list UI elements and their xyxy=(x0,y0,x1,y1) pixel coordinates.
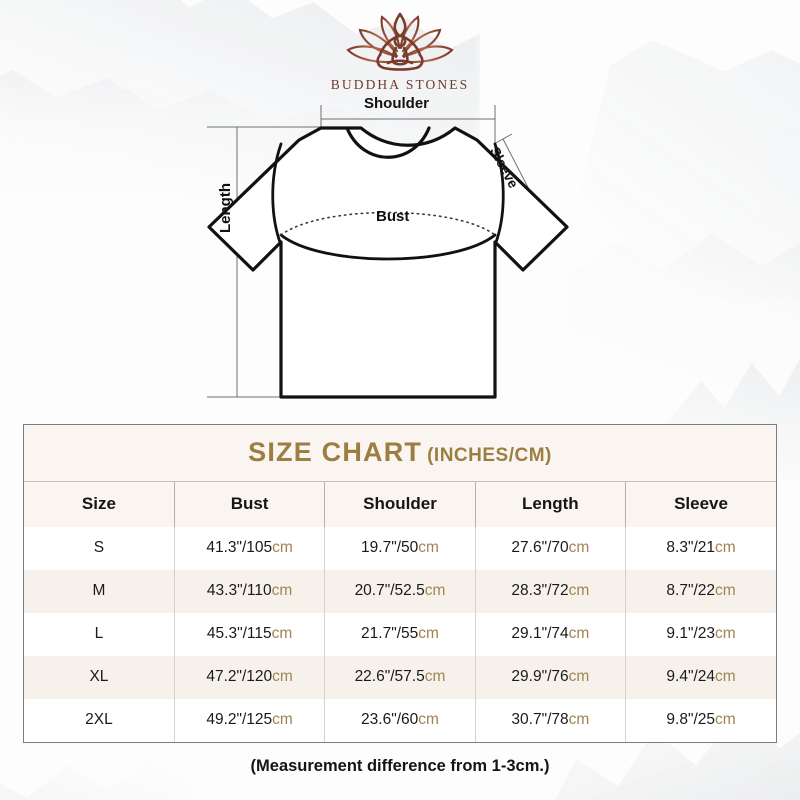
unit-label: cm xyxy=(715,582,736,599)
cell-shoulder: 21.7"/55cm xyxy=(324,613,476,656)
unit-label: cm xyxy=(568,582,590,599)
cell-shoulder: 20.7"/52.5cm xyxy=(324,570,476,613)
diagram-label-bust: Bust xyxy=(376,208,410,225)
table-title: SIZE CHART xyxy=(248,437,423,467)
cell-bust: 47.2"/120cm xyxy=(174,656,326,699)
cell-size: S xyxy=(24,527,175,570)
cell-bust: 49.2"/125cm xyxy=(174,699,326,742)
cell-bust: 43.3"/110cm xyxy=(174,570,326,613)
unit-label: cm xyxy=(715,625,736,642)
table-title-row: SIZE CHART (INCHES/CM) xyxy=(24,425,776,482)
table-row: XL 47.2"/120cm 22.6"/57.5cm 29.9"/76cm 9… xyxy=(24,656,776,699)
unit-label: cm xyxy=(418,711,439,728)
cell-size: M xyxy=(24,570,175,613)
unit-label: cm xyxy=(418,539,439,556)
unit-label: cm xyxy=(568,668,590,685)
table-title-band: SIZE CHART (INCHES/CM) xyxy=(24,425,776,482)
column-header-bust: Bust xyxy=(174,481,326,527)
column-header-size: Size xyxy=(24,481,175,527)
cell-bust: 41.3"/105cm xyxy=(174,527,326,570)
unit-label: cm xyxy=(568,711,590,728)
column-header-length: Length xyxy=(475,481,627,527)
table-row: M 43.3"/110cm 20.7"/52.5cm 28.3"/72cm 8.… xyxy=(24,570,776,613)
unit-label: cm xyxy=(272,711,293,728)
table-row: 2XL 49.2"/125cm 23.6"/60cm 30.7"/78cm 9.… xyxy=(24,699,776,742)
cell-shoulder: 23.6"/60cm xyxy=(324,699,476,742)
table-row: L 45.3"/115cm 21.7"/55cm 29.1"/74cm 9.1"… xyxy=(24,613,776,656)
cell-sleeve: 9.1"/23cm xyxy=(625,613,776,656)
table-row: S 41.3"/105cm 19.7"/50cm 27.6"/70cm 8.3"… xyxy=(24,527,776,570)
cell-length: 29.1"/74cm xyxy=(475,613,627,656)
table-header-row: Size Bust Shoulder Length Sleeve xyxy=(24,481,776,527)
unit-label: cm xyxy=(568,625,590,642)
cell-length: 27.6"/70cm xyxy=(475,527,627,570)
cell-shoulder: 19.7"/50cm xyxy=(324,527,476,570)
unit-label: cm xyxy=(568,539,590,556)
cell-shoulder: 22.6"/57.5cm xyxy=(324,656,476,699)
cell-size: L xyxy=(24,613,175,656)
unit-label: cm xyxy=(271,625,293,642)
size-chart-table: SIZE CHART (INCHES/CM) Size Bust Shoulder… xyxy=(23,424,777,743)
brand-wordmark: BUDDHA STONES xyxy=(330,77,470,92)
measurement-note: (Measurement difference from 1-3cm.) xyxy=(250,757,550,775)
cell-length: 28.3"/72cm xyxy=(475,570,627,613)
tshirt-measurement-diagram: Shoulder Bust Sleeve Length xyxy=(195,95,605,425)
unit-label: cm xyxy=(715,668,736,685)
diagram-label-length: Length xyxy=(217,183,234,233)
lotus-meditation-icon xyxy=(346,12,454,71)
brand-logo: BUDDHA STONES xyxy=(0,12,800,93)
unit-label: cm xyxy=(271,582,293,599)
cell-length: 30.7"/78cm xyxy=(475,699,627,742)
cell-bust: 45.3"/115cm xyxy=(174,613,326,656)
cell-length: 29.9"/76cm xyxy=(475,656,627,699)
cell-sleeve: 9.4"/24cm xyxy=(625,656,776,699)
column-header-shoulder: Shoulder xyxy=(324,481,476,527)
cell-size: 2XL xyxy=(24,699,175,742)
unit-label: cm xyxy=(424,582,446,599)
unit-label: cm xyxy=(418,625,439,642)
unit-label: cm xyxy=(272,668,293,685)
cell-sleeve: 8.3"/21cm xyxy=(625,527,776,570)
column-header-sleeve: Sleeve xyxy=(625,481,776,527)
cell-sleeve: 8.7"/22cm xyxy=(625,570,776,613)
tshirt-outline-icon xyxy=(207,105,569,399)
diagram-label-shoulder: Shoulder xyxy=(364,95,430,112)
cell-sleeve: 9.8"/25cm xyxy=(625,699,776,742)
unit-label: cm xyxy=(424,668,446,685)
unit-label: cm xyxy=(715,539,736,556)
table-title-units: (INCHES/CM) xyxy=(427,445,552,466)
unit-label: cm xyxy=(715,711,736,728)
cell-size: XL xyxy=(24,656,175,699)
unit-label: cm xyxy=(272,539,293,556)
